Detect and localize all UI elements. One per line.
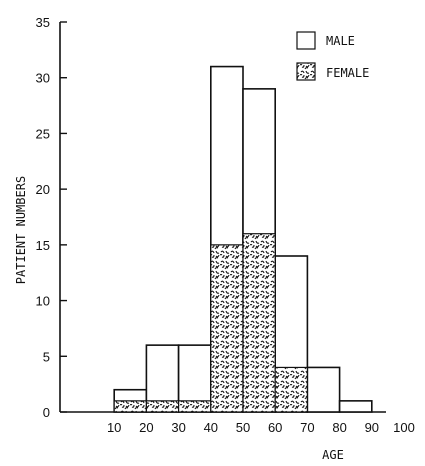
x-tick-label: 30 xyxy=(171,420,185,435)
x-tick-label: 80 xyxy=(332,420,346,435)
bar-female-40-50 xyxy=(210,244,244,413)
legend-swatch-female xyxy=(296,62,316,81)
legend-item-male: MALE xyxy=(296,31,355,50)
x-tick-label: 10 xyxy=(107,420,121,435)
y-tick-label: 30 xyxy=(36,71,50,86)
bar-male-70-80 xyxy=(306,366,341,413)
x-tick-label: 50 xyxy=(236,420,250,435)
x-tick-label: 100 xyxy=(393,420,415,435)
bar-female-20-30 xyxy=(145,400,180,413)
bar-female-10-20 xyxy=(113,400,147,413)
legend-swatch-male xyxy=(296,31,316,50)
x-axis-label: AGE xyxy=(322,448,344,462)
y-tick-label: 15 xyxy=(36,238,50,253)
bar-female-60-70 xyxy=(274,366,309,413)
y-tick-label: 10 xyxy=(36,294,50,309)
y-tick-label: 20 xyxy=(36,182,50,197)
x-ticks: 10 20 30 40 50 60 70 80 90 100 xyxy=(107,420,415,435)
x-tick-label: 70 xyxy=(300,420,314,435)
x-tick-label: 20 xyxy=(139,420,153,435)
legend-label-female: FEMALE xyxy=(326,66,369,80)
legend: MALE FEMALE xyxy=(296,31,369,81)
bar-female-50-60 xyxy=(242,233,276,413)
legend-label-male: MALE xyxy=(326,34,355,48)
x-tick-label: 90 xyxy=(365,420,379,435)
y-axis-label: PATIENT NUMBERS xyxy=(14,176,28,284)
x-tick-label: 60 xyxy=(268,420,282,435)
bar-female-30-40 xyxy=(178,400,212,413)
female-bars xyxy=(113,233,309,413)
legend-item-female: FEMALE xyxy=(296,62,369,81)
bar-male-80-90 xyxy=(338,400,373,413)
y-ticks: 0 5 10 15 20 25 30 35 xyxy=(36,15,67,420)
y-tick-label: 5 xyxy=(43,349,50,364)
x-tick-label: 40 xyxy=(204,420,218,435)
y-tick-label: 35 xyxy=(36,15,50,30)
y-tick-label: 25 xyxy=(36,126,50,141)
y-tick-label: 0 xyxy=(43,405,50,420)
